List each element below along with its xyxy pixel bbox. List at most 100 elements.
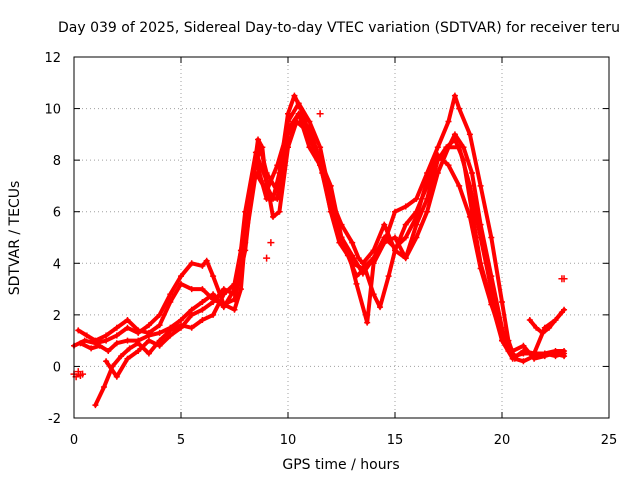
data-point (295, 100, 302, 107)
outlier-point (79, 370, 87, 378)
data-point (124, 355, 131, 362)
data-point (210, 311, 217, 318)
data-point (126, 345, 133, 352)
data-point (237, 286, 244, 293)
data-point (83, 332, 90, 339)
data-point (424, 195, 431, 202)
data-point (327, 182, 334, 189)
data-point (274, 162, 281, 169)
data-point (349, 252, 356, 259)
data-point (353, 280, 360, 287)
data-point (477, 265, 484, 272)
data-point (327, 203, 334, 210)
data-point (113, 340, 120, 347)
data-point (402, 221, 409, 228)
data-point (349, 239, 356, 246)
data-point (434, 144, 441, 151)
data-point (377, 304, 384, 311)
data-point (291, 92, 298, 99)
data-point (252, 149, 259, 156)
data-point (509, 347, 516, 354)
data-point (285, 118, 291, 125)
data-point (242, 208, 249, 215)
data-point (92, 402, 99, 409)
data-point (541, 353, 548, 360)
data-point (242, 239, 249, 246)
outlier-point (263, 254, 271, 262)
data-point (499, 332, 505, 339)
y-tick-label: 12 (44, 51, 61, 66)
data-point (178, 324, 184, 331)
data-point (552, 317, 559, 324)
data-point (124, 337, 131, 344)
data-point (306, 118, 313, 125)
data-point (231, 306, 238, 313)
data-point (167, 298, 174, 305)
data-point (75, 327, 82, 334)
data-point (188, 306, 195, 313)
data-point (270, 213, 277, 220)
data-point (550, 350, 557, 357)
data-point (434, 151, 441, 158)
axis-ticks: 0 5 10 15 20 25 -2 0 2 4 6 8 10 12 (44, 51, 617, 448)
data-point (561, 353, 568, 360)
x-tick-label: 15 (387, 433, 404, 448)
data-point (145, 350, 152, 357)
data-point (499, 337, 505, 344)
data-point (392, 208, 398, 215)
x-tick-label: 5 (177, 433, 185, 448)
chart-title: Day 039 of 2025, Sidereal Day-to-day VTE… (58, 20, 620, 36)
data-point (113, 324, 120, 331)
data-point (306, 144, 313, 151)
data-point (113, 373, 120, 380)
data-point (188, 286, 195, 293)
data-point (156, 329, 163, 336)
data-point (317, 144, 324, 151)
data-point (88, 345, 95, 352)
data-point (413, 234, 420, 241)
data-point (385, 273, 392, 280)
data-point (402, 255, 409, 262)
data-point (392, 234, 398, 241)
data-point (445, 162, 452, 169)
data-point (255, 136, 262, 143)
data-point (135, 327, 142, 334)
data-point (156, 322, 163, 329)
data-point (509, 355, 516, 362)
y-tick-label: -2 (48, 412, 61, 427)
data-point (460, 157, 467, 164)
data-point (100, 384, 107, 391)
outlier-point (267, 239, 275, 247)
data-point (81, 337, 88, 344)
data-point (203, 257, 210, 264)
data-point (381, 221, 388, 228)
data-point (167, 332, 174, 339)
data-point (443, 144, 450, 151)
data-point (220, 304, 227, 311)
x-tick-label: 25 (601, 433, 618, 448)
data-point (210, 273, 217, 280)
data-point (445, 118, 452, 125)
data-point (317, 162, 324, 169)
data-point (231, 296, 238, 303)
y-tick-label: 8 (53, 154, 61, 169)
data-point (336, 239, 343, 246)
outlier-point (560, 275, 568, 283)
data-point (402, 234, 409, 241)
data-point (199, 286, 206, 293)
data-point (77, 340, 84, 347)
x-axis-label: GPS time / hours (282, 457, 399, 473)
data-point (488, 234, 495, 241)
data-point (469, 170, 476, 177)
y-tick-label: 6 (53, 206, 61, 221)
data-point (477, 182, 484, 189)
data-point (178, 273, 184, 280)
data-point (263, 177, 270, 184)
data-point (451, 92, 458, 99)
data-point (178, 280, 184, 287)
outlier-point (74, 368, 82, 376)
data-point (558, 309, 565, 316)
data-point (353, 273, 360, 280)
x-tick-label: 0 (70, 433, 78, 448)
data-point (199, 262, 206, 269)
